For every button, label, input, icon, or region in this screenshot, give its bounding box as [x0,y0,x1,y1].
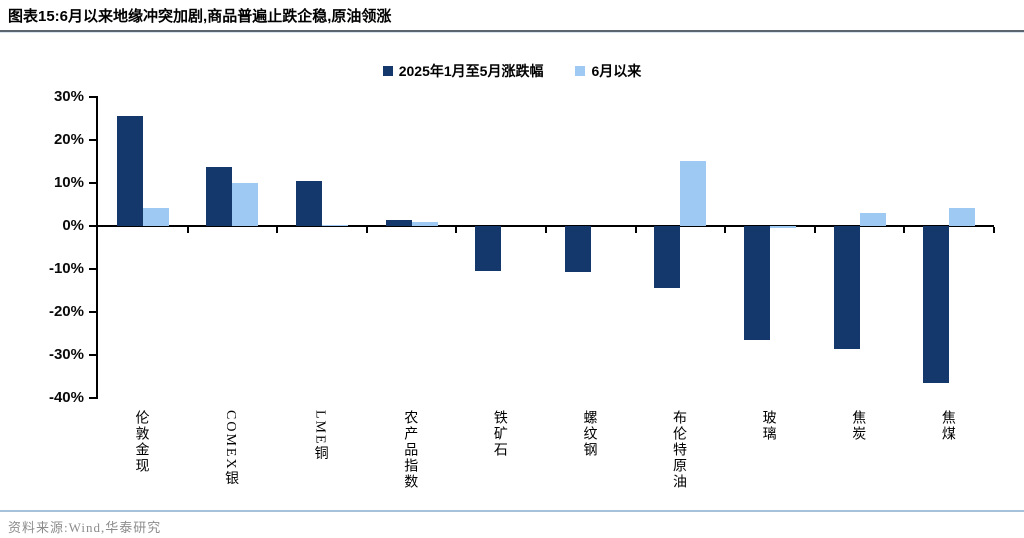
bar-series2-2 [232,183,259,226]
y-axis-tick-label: 20% [53,131,84,148]
x-axis-label-text: 焦炭 [850,410,866,442]
bar-series1-1 [116,116,143,226]
legend-item-june: 6月以来 [575,61,641,81]
x-axis-label-text: 玻璃 [760,410,776,442]
bar-series1-9 [833,226,860,349]
x-axis-label: 布伦特原油 [634,410,724,490]
bar-series2-8 [769,226,796,228]
x-axis-labels: 伦敦金现 COMEX银 LME铜 农产品指数 铁矿石 螺纹钢 布伦特原油 玻璃 焦炭 焦煤 [96,410,992,490]
title-separator [0,30,1024,33]
legend: 2025年1月至5月涨跌幅 6月以来 [0,61,1024,81]
x-axis-label: LME铜 [275,410,365,490]
bar-series1-6 [564,226,591,272]
x-axis-label-text: 农产品指数 [402,410,418,490]
x-axis-tick [455,227,458,233]
bar-series2-1 [142,208,169,226]
x-axis-label: 伦敦金现 [96,410,186,490]
x-axis-label-text: 焦煤 [939,410,955,442]
legend-label-june: 6月以来 [591,63,642,79]
y-axis-tick [89,139,98,141]
bar-series1-2 [206,167,233,226]
y-axis-tick [89,354,98,356]
bar-series1-7 [654,226,681,288]
bar-series2-9 [859,213,886,226]
bar-series2-3 [321,225,348,226]
category-cell [367,97,458,398]
bar-series1-5 [475,226,502,271]
bar-series1-3 [295,181,322,226]
x-axis-tick [813,227,816,233]
category-cell [636,97,727,398]
y-axis-tick-label: 0% [62,217,84,234]
x-axis-label-text: LME铜 [312,410,328,462]
y-axis-tick [89,182,98,184]
x-axis-tick [634,227,637,233]
y-axis-tick [89,268,98,270]
x-axis-label-text: 螺纹钢 [581,410,597,458]
x-axis-label-text: 布伦特原油 [671,410,687,490]
x-axis-tick [365,227,368,233]
x-axis-label-text: 铁矿石 [491,410,507,458]
y-axis-tick [89,311,98,313]
bar-series2-10 [949,208,976,226]
y-axis-tick-label: -20% [48,303,84,320]
plot-area: 30% 20% 10% 0% -10% -20% -30% -40% [49,88,995,406]
y-axis-tick-label: 30% [53,88,84,105]
legend-swatch-light [575,66,586,76]
category-cell [815,97,906,398]
bar-series2-7 [680,161,707,226]
category-cell [904,97,995,398]
legend-swatch-dark [382,66,393,76]
x-axis-tick [903,227,906,233]
bar-series1-4 [385,220,412,226]
y-axis-tick [89,397,98,399]
y-axis-tick [89,225,98,227]
y-axis-tick-label: -30% [48,346,84,363]
x-axis-label: COMEX银 [186,410,276,490]
x-axis-tick [544,227,547,233]
x-axis-tick [992,227,995,233]
legend-item-jan-may: 2025年1月至5月涨跌幅 [382,61,544,81]
x-axis-label: 农产品指数 [365,410,455,490]
y-axis-tick-label: -10% [48,260,84,277]
x-axis-label-text: COMEX银 [223,410,239,487]
category-cell [98,97,189,398]
footer-separator [0,510,1024,512]
category-cell [456,97,547,398]
source-note: 资料来源:Wind,华泰研究 [8,520,162,535]
x-axis-tick [186,227,189,233]
x-axis-label: 螺纹钢 [544,410,634,490]
x-axis-label: 铁矿石 [454,410,544,490]
category-cell [188,97,279,398]
category-cell [277,97,368,398]
category-cell [546,97,637,398]
x-axis-label-text: 伦敦金现 [133,410,149,474]
x-axis-label: 焦炭 [813,410,903,490]
x-axis-tick [724,227,727,233]
bar-series1-8 [743,226,770,340]
y-axis-tick-label: 10% [53,174,84,191]
x-axis-tick [276,227,279,233]
category-cell [725,97,816,398]
bar-series1-10 [923,226,950,383]
y-axis-tick [89,96,98,98]
bar-series2-4 [411,222,438,226]
legend-label-jan-may: 2025年1月至5月涨跌幅 [398,63,544,79]
chart-title: 图表15:6月以来地缘冲突加剧,商品普遍止跌企稳,原油领涨 [8,8,392,25]
zero-axis-line [98,225,994,227]
x-axis-label: 焦煤 [902,410,992,490]
bars-container [98,97,995,398]
x-axis-label: 玻璃 [723,410,813,490]
y-axis-tick-label: -40% [48,389,84,406]
